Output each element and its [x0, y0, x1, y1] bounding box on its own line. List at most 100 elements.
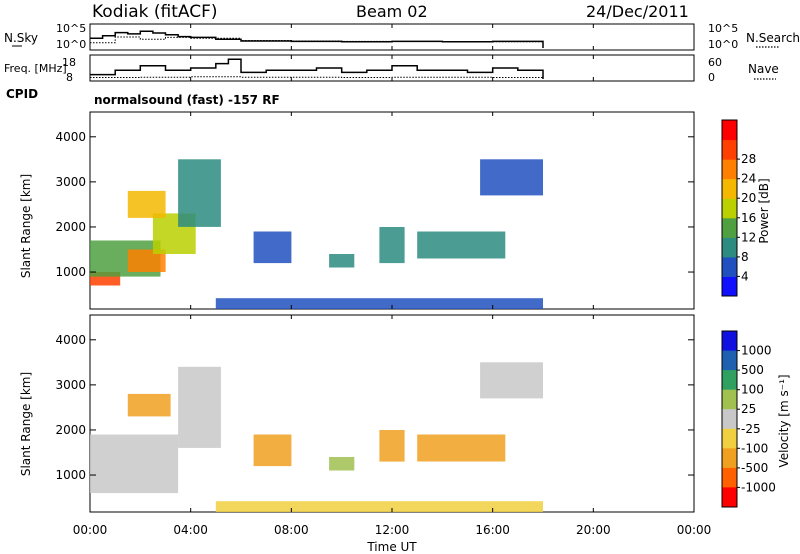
- power-y-label: Slant Range [km]: [19, 174, 33, 278]
- colorbar-tick-label: -1000: [741, 480, 776, 494]
- colorbar-swatch: [722, 428, 737, 449]
- freq-panel: Freq. [MHz] 18 8 60 0 Nave CPID normalso…: [4, 54, 779, 107]
- data-patch: [215, 298, 544, 309]
- nsearch-label: N.Search: [746, 31, 800, 45]
- y-tick-label: 4000: [55, 333, 86, 347]
- nave-tick-bottom: 0: [708, 71, 715, 84]
- data-patch: [379, 430, 405, 462]
- nave-label: Nave: [748, 62, 779, 76]
- velocity-y-label: Slant Range [km]: [19, 372, 33, 476]
- colorbar-swatch: [722, 448, 737, 469]
- colorbar-tick-label: -25: [741, 422, 761, 436]
- y-tick-label: 2000: [55, 423, 86, 437]
- data-patch: [90, 434, 179, 494]
- x-tick-label: 00:00: [73, 523, 108, 537]
- colorbar-tick-label: 500: [741, 363, 764, 377]
- colorbar-swatch: [722, 217, 737, 238]
- velocity-y-axis: 1000 2000 3000 4000: [55, 333, 694, 482]
- x-tick-label: 08:00: [274, 523, 309, 537]
- y-tick-label: 4000: [55, 130, 86, 144]
- power-marks: [90, 159, 544, 309]
- power-y-axis: 1000 2000 3000 4000: [55, 130, 694, 279]
- x-tick-label: 20:00: [576, 523, 611, 537]
- colorbar-swatch: [722, 350, 737, 371]
- data-patch: [480, 159, 543, 196]
- noise-panel: N.Sky 10^5 10^0 10^5 10^0 N.Search: [4, 22, 800, 51]
- data-patch: [178, 159, 221, 227]
- colorbar-tick-label: 25: [741, 402, 756, 416]
- data-patch: [253, 434, 292, 467]
- site-title: Kodiak (fitACF): [92, 2, 218, 22]
- nsearch-series-line: [90, 36, 544, 48]
- data-patch: [379, 227, 405, 264]
- data-patch: [178, 366, 221, 448]
- y-tick-label: 1000: [55, 468, 86, 482]
- colorbar-swatch: [722, 487, 737, 508]
- colorbar-tick-label: -100: [741, 441, 768, 455]
- y-tick-label: 3000: [55, 175, 86, 189]
- colorbar-tick-label: 20: [741, 191, 756, 205]
- nsky-label: N.Sky: [4, 31, 38, 45]
- colorbar-frame: [721, 330, 738, 508]
- freq-tick-bottom: 8: [66, 71, 73, 84]
- power-colorbar: 4 8 12 16 20 24 28: [721, 119, 756, 297]
- colorbar-tick-label: 12: [741, 230, 756, 244]
- freq-series-line: [90, 58, 544, 79]
- data-patch: [417, 434, 506, 462]
- colorbar-swatch: [722, 370, 737, 391]
- colorbar-swatch: [722, 237, 737, 258]
- cpid-label: CPID: [6, 87, 38, 101]
- data-patch: [329, 457, 355, 471]
- date-title: 24/Dec/2011: [586, 2, 689, 21]
- x-tick-label: 00:00: [677, 523, 712, 537]
- data-patch: [480, 362, 543, 399]
- colorbar-swatch: [722, 120, 737, 141]
- colorbar-swatch: [722, 331, 737, 352]
- colorbar-tick-label: 16: [741, 211, 756, 225]
- velocity-colorbar: 1000 500 100 25 -25 -100 -500 -1000: [721, 330, 776, 508]
- velocity-colorbar-label: Velocity [m s⁻¹]: [777, 374, 791, 467]
- y-tick-label: 3000: [55, 378, 86, 392]
- nsky-tick-top: 10^5: [56, 22, 86, 35]
- colorbar-swatch: [722, 139, 737, 160]
- freq-label: Freq. [MHz]: [4, 62, 67, 75]
- time-x-axis: 00:00 04:00 08:00 12:00 16:00 20:00 00:00: [73, 24, 712, 537]
- colorbar-tick-label: 4: [741, 269, 749, 283]
- x-tick-label: 04:00: [173, 523, 208, 537]
- colorbar-frame: [721, 119, 738, 297]
- colorbar-swatch: [722, 467, 737, 488]
- data-patch: [329, 254, 355, 268]
- velocity-marks: [90, 362, 544, 512]
- colorbar-tick-label: 8: [741, 250, 749, 264]
- colorbar-tick-label: 1000: [741, 344, 772, 358]
- beam-title: Beam 02: [356, 2, 428, 21]
- colorbar-swatch: [722, 276, 737, 297]
- power-panel: 1000 2000 3000 4000 Slant Range [km] 4 8 12 16…: [19, 111, 771, 310]
- x-axis-label: Time UT: [366, 540, 417, 554]
- x-tick-label: 16:00: [475, 523, 510, 537]
- colorbar-swatch: [722, 389, 737, 410]
- nsky-tick-bottom: 10^0: [56, 38, 86, 51]
- data-patch: [215, 501, 544, 512]
- colorbar-swatch: [722, 178, 737, 199]
- colorbar-tick-label: 100: [741, 383, 764, 397]
- data-patch: [417, 231, 506, 259]
- velocity-panel: 1000 2000 3000 4000 Slant Range [km] 1000 50…: [19, 314, 791, 513]
- colorbar-swatch: [722, 409, 737, 430]
- cpid-value: normalsound (fast) -157 RF: [94, 93, 280, 107]
- data-patch: [127, 190, 166, 218]
- power-colorbar-label: Power [dB]: [757, 178, 771, 243]
- nave-series-line: [90, 76, 544, 79]
- colorbar-swatch: [722, 256, 737, 277]
- data-patch: [127, 393, 171, 417]
- nave-tick-top: 60: [708, 56, 722, 69]
- x-tick-label: 12:00: [375, 523, 410, 537]
- colorbar-swatch: [722, 198, 737, 219]
- y-tick-label: 1000: [55, 265, 86, 279]
- data-patch: [253, 231, 292, 264]
- freq-tick-top: 18: [62, 56, 76, 69]
- colorbar-tick-label: -500: [741, 461, 768, 475]
- nsearch-tick-top: 10^5: [708, 22, 738, 35]
- nsearch-tick-bottom: 10^0: [708, 38, 738, 51]
